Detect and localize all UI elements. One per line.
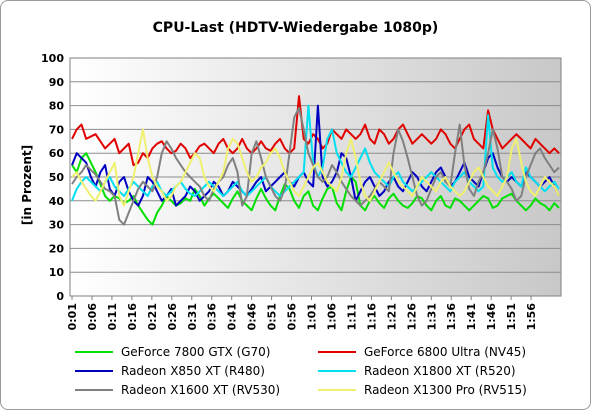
- chart-title: CPU-Last (HDTV-Wiedergabe 1080p): [152, 20, 439, 36]
- x-tick-label: 0:01: [66, 303, 79, 330]
- x-tick-label: 0:21: [146, 303, 159, 330]
- x-tick-label: 0:51: [266, 303, 279, 330]
- x-tick-label: 1:51: [505, 303, 518, 330]
- y-tick-label: 60: [49, 147, 65, 160]
- x-tick-label: 1:16: [365, 303, 378, 331]
- x-tick-label: 1:01: [306, 303, 319, 330]
- x-tick-label: 1:21: [385, 303, 398, 330]
- x-tick-label: 0:41: [226, 303, 239, 330]
- x-tick-label: 0:46: [246, 303, 259, 331]
- x-tick-label: 1:31: [425, 303, 438, 330]
- series-line: [71, 107, 560, 226]
- y-tick-label: 20: [49, 242, 65, 255]
- y-tick-label: 80: [49, 100, 65, 113]
- series-line: [71, 152, 560, 226]
- x-axis-ticks: 0:01 0:06 0:11 0:16 0:21 0:26 0:31 0:36 0:41 0:46…: [66, 296, 538, 330]
- y-tick-label: 70: [49, 123, 65, 136]
- x-tick-label: 1:56: [525, 303, 538, 331]
- x-tick-label: 0:36: [206, 303, 219, 331]
- x-tick-label: 1:26: [405, 303, 418, 331]
- x-tick-label: 0:56: [286, 303, 299, 331]
- y-tick-label: 100: [41, 52, 64, 65]
- x-tick-label: 0:26: [166, 303, 179, 331]
- series-line: [71, 128, 560, 207]
- x-tick-label: 1:36: [445, 303, 458, 331]
- y-tick-label: 50: [49, 171, 65, 184]
- x-tick-label: 0:06: [86, 303, 99, 331]
- series-lines: [71, 95, 560, 226]
- y-tick-label: 90: [49, 76, 65, 89]
- y-tick-label: 10: [49, 266, 65, 279]
- x-tick-label: 1:06: [325, 303, 338, 331]
- x-tick-label: 0:16: [126, 303, 139, 331]
- x-tick-label: 0:31: [186, 303, 199, 330]
- y-tick-label: 30: [49, 219, 65, 232]
- y-axis-label: [in Prozent]: [20, 145, 34, 225]
- x-tick-label: 1:11: [345, 303, 358, 330]
- x-tick-label: 1:46: [485, 303, 498, 331]
- x-tick-label: 0:11: [106, 303, 119, 330]
- y-tick-label: 40: [49, 195, 65, 208]
- y-tick-label: 0: [56, 290, 64, 303]
- x-tick-label: 1:41: [465, 303, 478, 330]
- y-axis-ticks: 0 10 20 30 40 50 60 70 80 90 100: [41, 52, 64, 303]
